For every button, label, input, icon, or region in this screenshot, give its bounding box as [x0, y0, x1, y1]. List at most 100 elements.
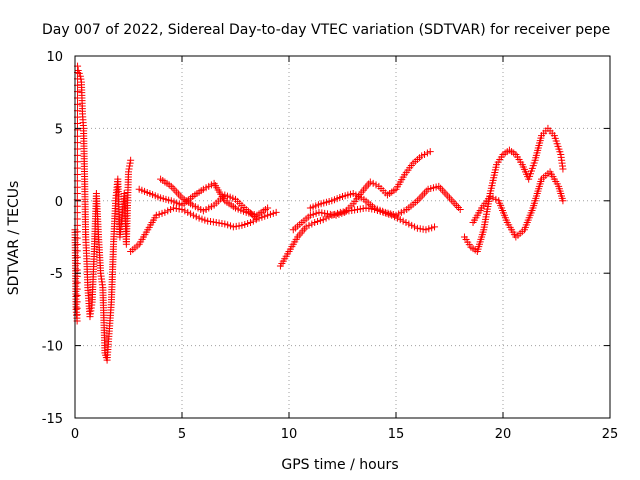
data-point	[316, 217, 324, 225]
x-tick-label: 5	[178, 427, 186, 442]
data-point	[453, 202, 461, 210]
data-point	[456, 205, 464, 213]
data-point	[161, 208, 169, 216]
data-point	[302, 223, 310, 231]
data-point	[405, 220, 413, 228]
data-point	[332, 211, 340, 219]
data-point	[258, 213, 266, 221]
data-point	[192, 213, 200, 221]
y-axis-label: SDTVAR / TECUs	[6, 181, 22, 296]
data-point	[264, 211, 272, 219]
data-point	[158, 209, 166, 217]
data-point	[444, 192, 452, 200]
data-point	[422, 226, 430, 234]
data-point	[164, 207, 172, 215]
data-point	[442, 190, 450, 198]
data-point	[311, 219, 319, 227]
data-point	[264, 204, 272, 212]
data-point	[415, 195, 423, 203]
data-point	[423, 149, 431, 157]
data-point	[306, 211, 314, 219]
data-point	[169, 184, 177, 192]
data-point	[76, 72, 84, 80]
series-8	[469, 168, 567, 241]
data-point	[449, 198, 457, 206]
data-point	[125, 165, 133, 173]
plot-frame	[74, 55, 611, 419]
data-point	[261, 212, 269, 220]
data-point	[266, 210, 274, 218]
data-point	[308, 220, 316, 228]
data-point	[173, 188, 181, 196]
data-point	[322, 214, 330, 222]
data-point	[335, 210, 343, 218]
series-3	[157, 175, 261, 222]
data-point	[126, 162, 134, 170]
data-point	[428, 224, 436, 232]
x-tick-label: 15	[388, 427, 405, 442]
data-point	[152, 211, 160, 219]
data-point	[319, 216, 327, 224]
data-point	[189, 211, 197, 219]
x-tick-label: 10	[281, 427, 298, 442]
data-point	[238, 221, 246, 229]
y-tick-label: 5	[55, 122, 63, 137]
data-point	[440, 188, 448, 196]
series-1	[127, 204, 280, 255]
series-5	[289, 148, 434, 234]
data-point	[224, 221, 232, 229]
data-point	[396, 216, 404, 224]
data-point	[272, 208, 280, 216]
data-point	[559, 165, 567, 173]
data-point	[171, 186, 179, 194]
data-point	[437, 184, 445, 192]
chart-title: Day 007 of 2022, Sidereal Day-to-day VTE…	[42, 22, 610, 38]
data-point	[221, 220, 229, 228]
series-7	[460, 124, 567, 255]
series-4	[276, 204, 439, 270]
axis-ticks: 0 5 10 15 20 25 -15 -10 -5 0 5 10	[42, 50, 619, 442]
data-point	[438, 186, 446, 194]
data-point	[187, 210, 195, 218]
y-tick-label: 10	[46, 50, 63, 65]
series-0	[71, 62, 135, 364]
data-point	[176, 192, 184, 200]
data-point	[411, 223, 419, 231]
data-point	[75, 69, 83, 77]
data-point	[372, 181, 380, 189]
data-point	[421, 189, 429, 197]
data-point	[492, 195, 500, 203]
data-point	[425, 225, 433, 233]
data-point	[253, 214, 261, 222]
data-point	[241, 220, 249, 228]
data-point	[244, 219, 252, 227]
data-point	[246, 219, 254, 227]
data-point	[426, 148, 434, 156]
data-point	[126, 159, 134, 167]
data-point	[167, 205, 175, 213]
data-point	[418, 152, 426, 160]
y-tick-label: -10	[42, 340, 63, 355]
x-tick-label: 25	[602, 427, 619, 442]
data-points	[71, 62, 567, 364]
data-point	[451, 200, 459, 208]
data-point	[309, 210, 317, 218]
data-point	[125, 168, 132, 176]
data-point	[408, 221, 416, 229]
data-point	[369, 179, 377, 187]
data-point	[184, 208, 192, 216]
x-tick-label: 20	[495, 427, 512, 442]
y-tick-label: -15	[42, 412, 63, 427]
data-point	[174, 190, 182, 198]
data-point	[417, 193, 425, 201]
data-point	[252, 216, 260, 224]
y-tick-label: -5	[50, 267, 63, 282]
data-point	[195, 214, 203, 222]
data-point	[454, 204, 462, 212]
x-axis-label: GPS time / hours	[281, 457, 398, 473]
data-point	[269, 209, 277, 217]
data-point	[77, 75, 85, 83]
data-point	[486, 192, 494, 200]
